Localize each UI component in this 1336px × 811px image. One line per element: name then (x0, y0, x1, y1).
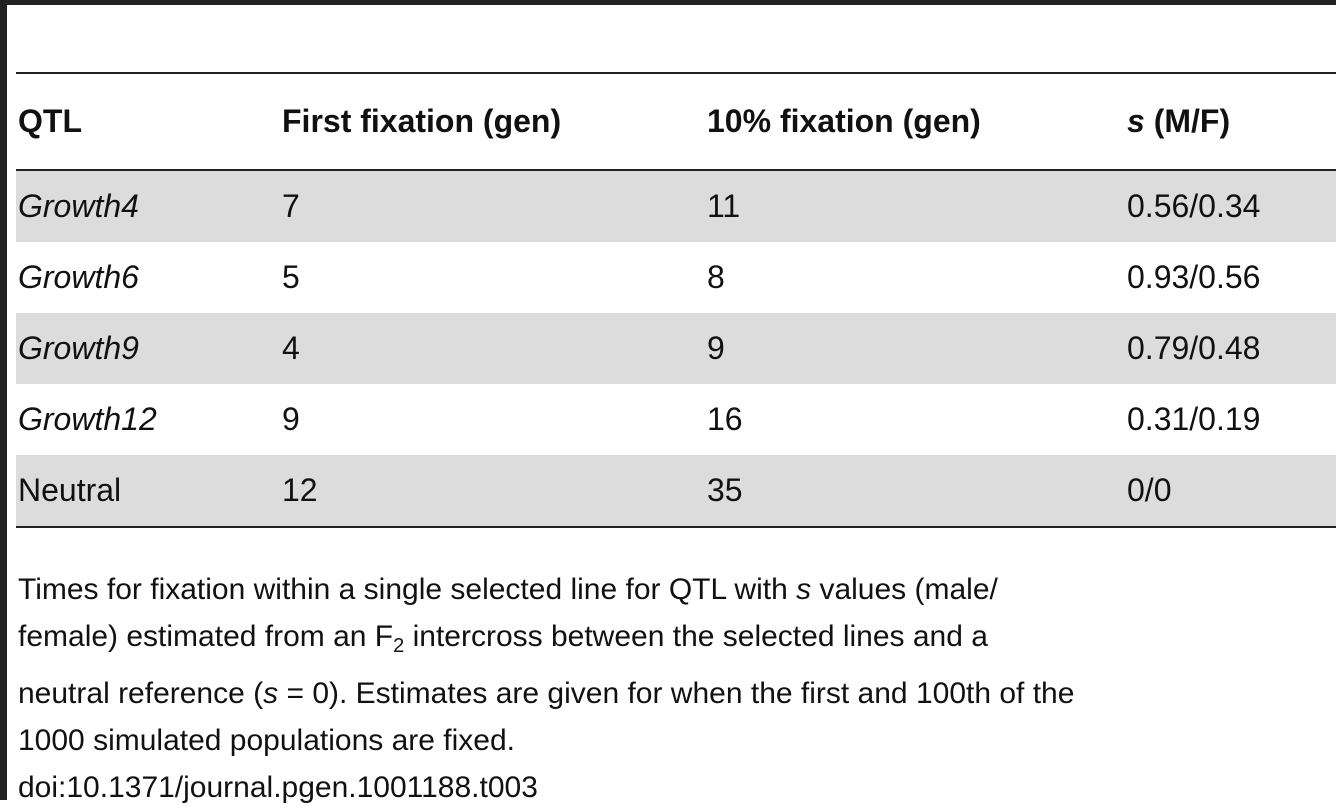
text-segment: s (1127, 103, 1145, 139)
header-cell: 10% fixation (gen) (707, 103, 981, 139)
text-segment: values (male/ (811, 573, 998, 606)
table-cell: 12 (282, 472, 318, 508)
text-segment: 2 (393, 635, 405, 657)
caption-line: female) estimated from an F2 intercross … (18, 613, 1074, 670)
text-segment: Neutral (18, 472, 122, 508)
caption: Times for fixation within a single selec… (18, 566, 1074, 811)
table-cell: 4 (282, 330, 300, 366)
table-row: Growth6 5 8 0.93/0.56 (16, 242, 1336, 313)
left-border (0, 0, 7, 800)
table: QTL First fixation (gen) 10% fixation (gen… (16, 72, 1336, 528)
table-cell: 9 (707, 330, 725, 366)
text-segment: female) estimated from an F (18, 620, 394, 653)
table-row: Growth12 9 16 0.31/0.19 (16, 384, 1336, 455)
table-cell: Growth6 (16, 259, 280, 296)
table-cell: 9 (282, 401, 300, 437)
header-cell: QTL (18, 103, 82, 139)
table-row: Neutral 12 35 0/0 (16, 455, 1336, 526)
table-row: Growth4 7 11 0.56/0.34 (16, 171, 1336, 242)
table-cell: Growth9 (16, 330, 280, 367)
table-cell: 0.79/0.48 (1127, 330, 1261, 366)
table-cell: 0.31/0.19 (1127, 401, 1261, 437)
table-cell: 5 (282, 259, 300, 295)
table-cell: 7 (282, 188, 300, 224)
text-segment: neutral reference ( (18, 677, 264, 710)
table-cell: 0/0 (1127, 472, 1172, 508)
text-segment: Growth6 (18, 259, 139, 295)
table-cell: 16 (707, 401, 743, 437)
header-row: QTL First fixation (gen) 10% fixation (gen… (16, 74, 1336, 171)
text-segment: (M/F) (1144, 103, 1231, 139)
table-cell: 8 (707, 259, 725, 295)
caption-line: Times for fixation within a single selec… (18, 566, 1074, 613)
caption-line: neutral reference (s = 0). Estimates are… (18, 670, 1074, 717)
text-segment: = 0). Estimates are given for when the f… (278, 677, 1075, 710)
header-cell: First fixation (gen) (282, 103, 562, 139)
table-row: Growth9 4 9 0.79/0.48 (16, 313, 1336, 384)
table-cell: 11 (707, 188, 741, 224)
table-cell: 0.56/0.34 (1127, 188, 1261, 224)
table-cell: 0.93/0.56 (1127, 259, 1261, 295)
text-segment: Growth4 (18, 188, 139, 224)
top-border (0, 0, 1336, 5)
table-cell: Growth4 (16, 188, 280, 225)
header-cell: s (M/F) (1125, 103, 1336, 140)
caption-line: 1000 simulated populations are fixed. (18, 717, 1074, 764)
text-segment: 1000 simulated populations are fixed. (18, 724, 515, 757)
text-segment: Growth12 (18, 401, 157, 437)
table-cell: Neutral (16, 472, 280, 509)
table-cell: 35 (707, 472, 743, 508)
text-segment: Growth9 (18, 330, 139, 366)
doi: doi:10.1371/journal.pgen.1001188.t003 (18, 771, 538, 804)
caption-text: Times for fixation within a single selec… (18, 566, 1074, 764)
text-segment: s (263, 677, 279, 710)
text-segment: intercross between the selected lines an… (404, 620, 988, 653)
table-cell: Growth12 (16, 401, 280, 438)
text-segment: Times for fixation within a single selec… (18, 573, 797, 606)
text-segment: s (796, 573, 812, 606)
